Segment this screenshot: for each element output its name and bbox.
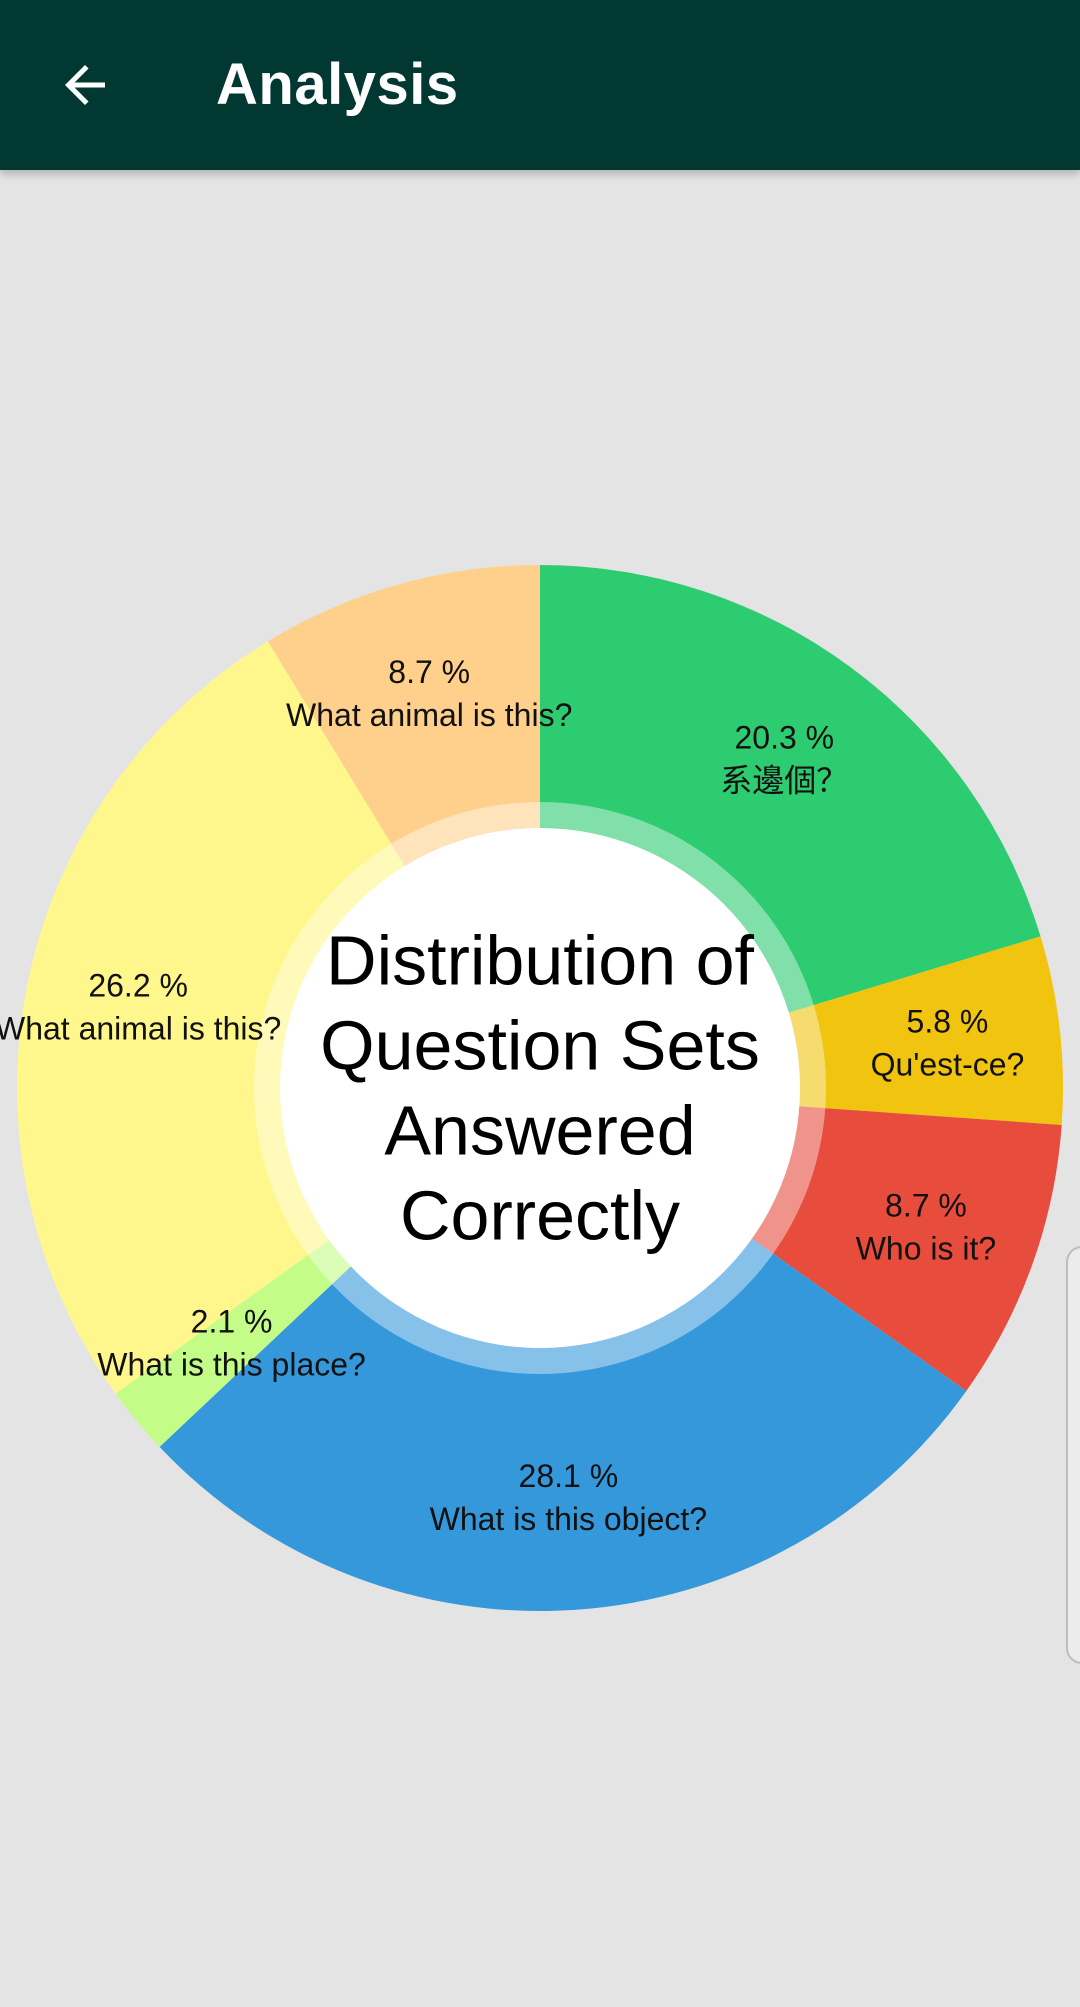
pie-slice-3[interactable] bbox=[159, 1088, 967, 1611]
chart-center-title-line-1: Question Sets bbox=[320, 1007, 760, 1085]
slice-percent-label: 26.2 % bbox=[88, 968, 188, 1004]
app-bar: Analysis bbox=[0, 0, 1080, 170]
chart-center-title-line-3: Correctly bbox=[400, 1177, 680, 1255]
slice-name-label: What animal is this? bbox=[286, 697, 572, 733]
slice-label-2: 8.7 % Who is it? bbox=[856, 1187, 996, 1266]
slice-percent-label: 8.7 % bbox=[885, 1187, 967, 1223]
chart-center-title-line-2: Answered bbox=[384, 1092, 695, 1170]
slice-name-label: What is this place? bbox=[97, 1347, 366, 1383]
arrow-left-icon bbox=[65, 65, 105, 105]
chart-center-hole bbox=[280, 828, 800, 1348]
side-panel-handle[interactable] bbox=[1066, 1246, 1080, 1664]
slice-label-1: 5.8 % Qu'est-ce? bbox=[871, 1003, 1025, 1082]
chart-center-title-line-0: Distribution of bbox=[326, 922, 755, 1000]
slice-label-5: 26.2 % What animal is this? bbox=[0, 968, 281, 1047]
slice-percent-label: 28.1 % bbox=[519, 1458, 619, 1494]
slice-name-label: Qu'est-ce? bbox=[871, 1046, 1025, 1082]
back-button[interactable] bbox=[44, 44, 126, 126]
slice-name-label: 系邊個？ bbox=[720, 763, 848, 799]
slice-label-4: 2.1 % What is this place? bbox=[97, 1304, 366, 1383]
slice-percent-label: 8.7 % bbox=[388, 654, 470, 690]
slice-label-0: 20.3 % 系邊個？ bbox=[720, 720, 848, 799]
slice-percent-label: 2.1 % bbox=[191, 1304, 273, 1340]
slice-label-6: 8.7 % What animal is this? bbox=[286, 654, 572, 733]
slice-name-label: What animal is this? bbox=[0, 1011, 281, 1047]
slice-name-label: What is this object? bbox=[430, 1501, 707, 1537]
page-title: Analysis bbox=[216, 52, 459, 117]
slice-label-3: 28.1 % What is this object? bbox=[430, 1458, 707, 1537]
pie-slice-5[interactable] bbox=[17, 641, 541, 1394]
slice-percent-label: 20.3 % bbox=[735, 720, 835, 756]
slice-percent-label: 5.8 % bbox=[907, 1003, 989, 1039]
slice-name-label: Who is it? bbox=[856, 1230, 996, 1266]
